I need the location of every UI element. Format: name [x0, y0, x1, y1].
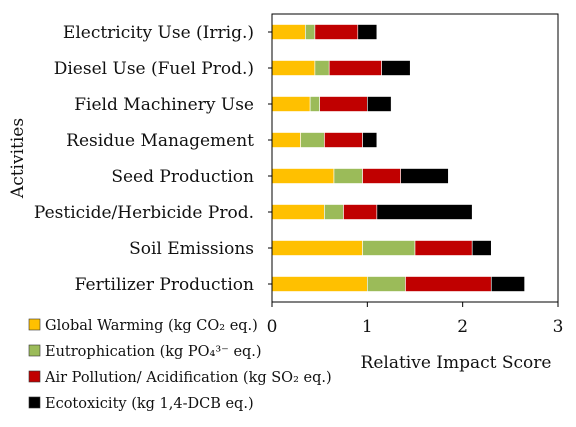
- bar-segment-2: [362, 240, 416, 256]
- x-tick-label: 1: [362, 317, 373, 337]
- x-axis-title: Relative Impact Score: [361, 353, 552, 373]
- bar-segment-3: [324, 132, 363, 148]
- category-label: Pesticide/Herbicide Prod.: [34, 203, 254, 223]
- bar-segment-1: [271, 168, 335, 184]
- bar-segment-4: [381, 60, 411, 76]
- bar-segment-2: [309, 96, 320, 112]
- bar-segment-1: [271, 240, 363, 256]
- bar-segment-3: [314, 24, 359, 40]
- y-axis-title: Activities: [8, 118, 28, 199]
- category-label: Field Machinery Use: [74, 95, 254, 115]
- bar-segment-3: [343, 204, 378, 220]
- category-label: Residue Management: [66, 131, 254, 151]
- category-label: Soil Emissions: [129, 239, 254, 259]
- legend-label: Air Pollution/ Acidification (kg SO₂ eq.…: [44, 370, 332, 386]
- bar-segment-1: [271, 276, 368, 292]
- bar-segment-2: [324, 204, 344, 220]
- category-labels: Electricity Use (Irrig.) Diesel Use (Fuel…: [34, 23, 272, 295]
- bar-segment-3: [405, 276, 492, 292]
- category-label: Fertilizer Production: [75, 275, 254, 295]
- bar-segment-4: [367, 96, 392, 112]
- bars: [271, 24, 525, 292]
- legend-label: Ecotoxicity (kg 1,4-DCB eq.): [45, 396, 254, 412]
- legend-swatch: [28, 396, 41, 409]
- bar-segment-1: [271, 60, 316, 76]
- bar-segment-2: [305, 24, 316, 40]
- bar-segment-4: [400, 168, 449, 184]
- x-tick-label: 0: [267, 317, 278, 337]
- bar-segment-1: [271, 96, 311, 112]
- bar-segment-3: [328, 60, 382, 76]
- bar-segment-4: [362, 132, 378, 148]
- bar-segment-1: [271, 132, 301, 148]
- bar-segment-3: [319, 96, 368, 112]
- legend-swatch: [28, 318, 41, 331]
- x-tick-label: 3: [553, 317, 564, 337]
- category-label: Electricity Use (Irrig.): [63, 23, 254, 43]
- category-label: Seed Production: [111, 167, 254, 187]
- bar-segment-2: [314, 60, 330, 76]
- legend-swatch: [28, 344, 41, 357]
- legend-label: Eutrophication (kg PO₄³⁻ eq.): [45, 344, 262, 360]
- x-axis-ticks: 0 1 2 3: [267, 302, 564, 337]
- bar-segment-4: [357, 24, 378, 40]
- bar-segment-4: [490, 276, 525, 292]
- bar-segment-2: [333, 168, 363, 184]
- legend-swatch: [28, 370, 41, 383]
- plot-frame: [271, 13, 559, 303]
- bar-segment-4: [376, 204, 473, 220]
- legend-label: Global Warming (kg CO₂ eq.): [45, 318, 258, 334]
- bar-segment-2: [300, 132, 325, 148]
- bar-segment-2: [367, 276, 406, 292]
- bar-segment-1: [271, 24, 306, 40]
- bar-segment-1: [271, 204, 325, 220]
- x-tick-label: 2: [457, 317, 468, 337]
- bar-segment-3: [362, 168, 402, 184]
- legend: Global Warming (kg CO₂ eq.) Eutrophicatio…: [28, 318, 332, 412]
- bar-segment-4: [471, 240, 492, 256]
- bar-segment-3: [414, 240, 473, 256]
- category-label: Diesel Use (Fuel Prod.): [54, 59, 254, 79]
